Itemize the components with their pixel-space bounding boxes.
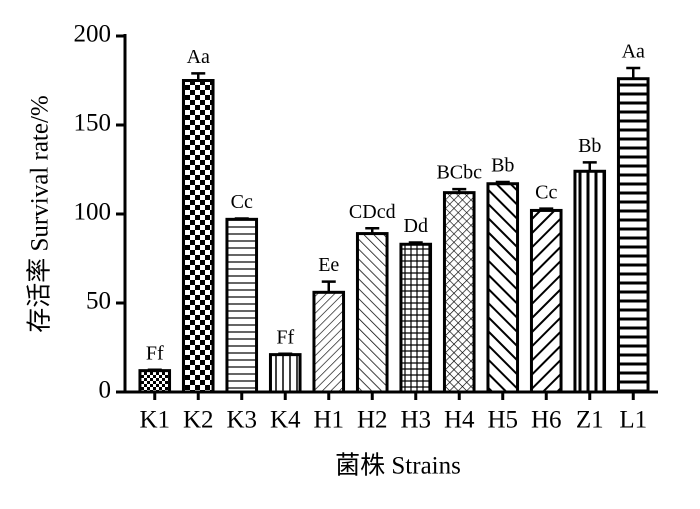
- y-tick-label: 50: [86, 288, 111, 315]
- significance-label: Cc: [535, 181, 557, 203]
- y-tick-label: 100: [74, 199, 112, 226]
- bar: [529, 208, 563, 394]
- x-tick-label: K3: [226, 407, 257, 434]
- error-bar: [582, 161, 597, 172]
- significance-label: Bb: [578, 135, 601, 157]
- error-bar: [365, 226, 380, 234]
- error-bar: [278, 352, 293, 355]
- bar: [138, 369, 172, 394]
- significance-label: Bb: [491, 155, 514, 177]
- bar: [486, 182, 520, 394]
- bar: [399, 242, 433, 394]
- significance-label: Aa: [187, 46, 210, 68]
- bar: [616, 77, 650, 394]
- bar: [312, 290, 346, 394]
- x-tick-label: K4: [270, 407, 301, 434]
- error-bar: [147, 368, 162, 371]
- significance-label: Ff: [276, 326, 294, 348]
- x-tick-label: K2: [183, 407, 214, 434]
- bar: [181, 79, 215, 394]
- x-tick-label: L1: [619, 407, 647, 434]
- x-tick-label: H4: [444, 407, 475, 434]
- error-bar: [191, 72, 206, 81]
- error-bar: [539, 207, 554, 211]
- x-axis-title: 菌株 Strains: [335, 452, 461, 480]
- error-bar: [234, 217, 249, 220]
- significance-label: Dd: [404, 215, 428, 237]
- x-tick-label: H2: [357, 407, 388, 434]
- error-bar: [408, 241, 423, 245]
- bar: [268, 353, 302, 394]
- error-bar: [495, 180, 510, 184]
- significance-label: Aa: [622, 41, 645, 63]
- significance-label: CDcd: [349, 201, 396, 223]
- y-tick-label: 150: [74, 110, 112, 137]
- bar: [355, 232, 389, 394]
- x-tick-label: H5: [487, 407, 518, 434]
- significance-label: Cc: [231, 191, 253, 213]
- error-bar: [626, 66, 641, 79]
- bar: [573, 169, 607, 394]
- bar: [442, 191, 476, 394]
- x-tick-label: H1: [313, 407, 344, 434]
- x-tick-label: H6: [531, 407, 562, 434]
- significance-label: BCbc: [436, 162, 482, 184]
- error-bar: [321, 280, 336, 293]
- x-tick-label: Z1: [576, 407, 604, 434]
- significance-label: Ee: [318, 254, 339, 276]
- y-tick-label: 200: [74, 21, 112, 48]
- significance-label: Ff: [146, 342, 164, 364]
- bar: [225, 217, 259, 394]
- y-tick-label: 0: [99, 377, 112, 404]
- x-tick-label: H3: [400, 407, 431, 434]
- y-axis-title: 存活率 Survival rate/%: [26, 95, 54, 332]
- error-bar: [452, 187, 467, 193]
- x-tick-label: K1: [139, 407, 170, 434]
